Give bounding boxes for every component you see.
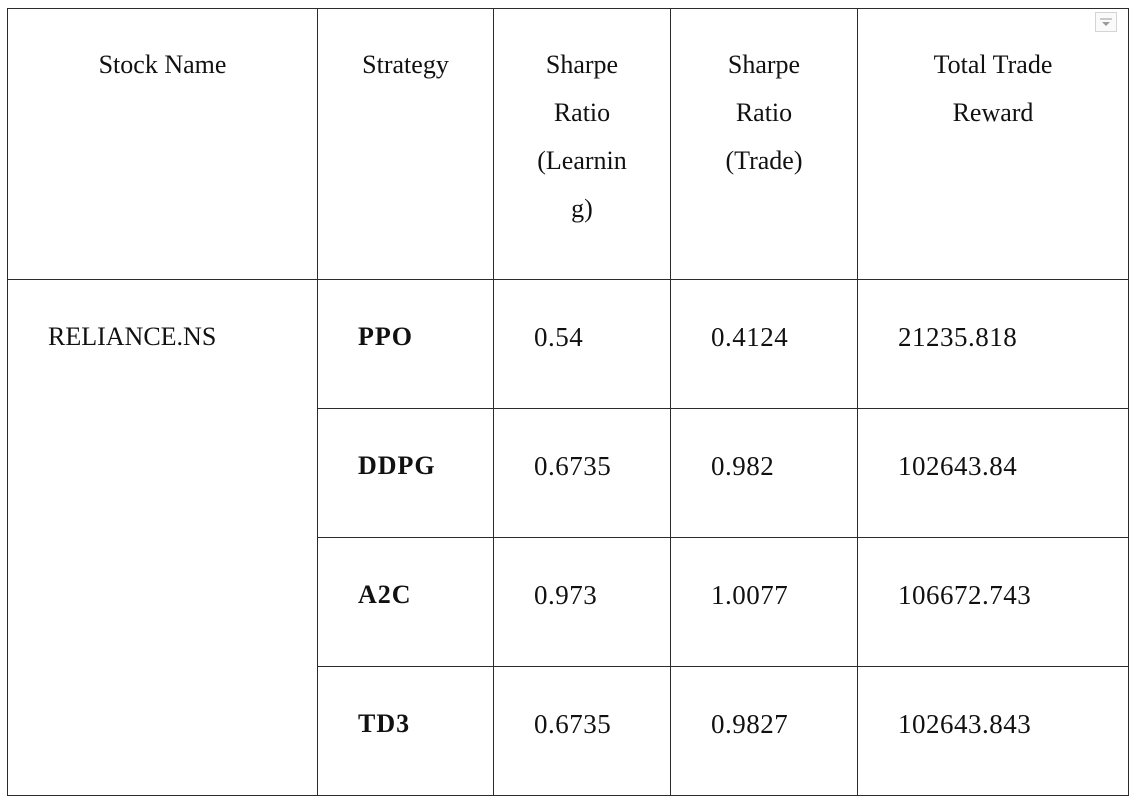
- total-reward-value: 102643.843: [898, 709, 1032, 739]
- header-total-reward: Total Trade Reward: [857, 8, 1129, 280]
- total-reward-cell: 102643.84: [857, 408, 1129, 538]
- header-sharpe-learning-line1: Sharpe: [545, 50, 619, 79]
- sharpe-trade-value: 0.4124: [711, 322, 789, 352]
- header-sharpe-trade-line2: Ratio: [735, 98, 793, 127]
- total-reward-value: 102643.84: [898, 451, 1018, 481]
- strategy-cell: PPO: [317, 279, 494, 409]
- header-sharpe-learning-line4: g): [571, 194, 593, 223]
- strategy-value: PPO: [358, 322, 413, 351]
- header-stock-name: Stock Name: [7, 8, 318, 280]
- total-reward-value: 106672.743: [898, 580, 1032, 610]
- table-row: TD3 0.6735 0.9827 102643.843: [8, 666, 1129, 796]
- stock-name-cell: RELIANCE.NS: [7, 279, 318, 796]
- header-total-reward-line1: Total Trade: [933, 50, 1053, 79]
- table-options-button[interactable]: [1095, 12, 1117, 32]
- header-sharpe-learning-line2: Ratio: [553, 98, 611, 127]
- results-table: Stock Name Strategy Sharpe Ratio (Learni…: [7, 8, 1129, 796]
- strategy-value: TD3: [358, 709, 411, 738]
- header-sharpe-trade-line3: (Trade): [725, 146, 803, 175]
- header-sharpe-trade: Sharpe Ratio (Trade): [670, 8, 858, 280]
- strategy-cell: DDPG: [317, 408, 494, 538]
- strategy-value: A2C: [358, 580, 412, 609]
- sharpe-trade-cell: 0.4124: [670, 279, 858, 409]
- header-strategy: Strategy: [317, 8, 494, 280]
- sharpe-learning-cell: 0.54: [493, 279, 671, 409]
- total-reward-cell: 102643.843: [857, 666, 1129, 796]
- strategy-cell: TD3: [317, 666, 494, 796]
- header-total-reward-line2: Reward: [952, 98, 1034, 127]
- sharpe-learning-cell: 0.6735: [493, 666, 671, 796]
- sharpe-trade-cell: 0.9827: [670, 666, 858, 796]
- total-reward-cell: 106672.743: [857, 537, 1129, 667]
- total-reward-cell: 21235.818: [857, 279, 1129, 409]
- header-sharpe-trade-line1: Sharpe: [727, 50, 801, 79]
- sharpe-learning-cell: 0.973: [493, 537, 671, 667]
- sharpe-learning-value: 0.973: [534, 580, 598, 610]
- total-reward-value: 21235.818: [898, 322, 1018, 352]
- sharpe-learning-cell: 0.6735: [493, 408, 671, 538]
- chevron-down-icon: [1100, 18, 1112, 26]
- sharpe-trade-cell: 1.0077: [670, 537, 858, 667]
- header-strategy-label: Strategy: [362, 50, 449, 79]
- sharpe-trade-value: 0.9827: [711, 709, 789, 739]
- sharpe-learning-value: 0.6735: [534, 451, 612, 481]
- table-row: A2C 0.973 1.0077 106672.743: [8, 537, 1129, 667]
- sharpe-trade-cell: 0.982: [670, 408, 858, 538]
- strategy-cell: A2C: [317, 537, 494, 667]
- sharpe-learning-value: 0.6735: [534, 709, 612, 739]
- sharpe-learning-value: 0.54: [534, 322, 584, 352]
- sharpe-trade-value: 1.0077: [711, 580, 789, 610]
- header-sharpe-learning: Sharpe Ratio (Learnin g): [493, 8, 671, 280]
- header-stock-name-label: Stock Name: [98, 50, 227, 79]
- table-row: RELIANCE.NS PPO 0.54 0.4124 21235.818: [7, 279, 1129, 796]
- sharpe-trade-value: 0.982: [711, 451, 775, 481]
- stock-name-value: RELIANCE.NS: [48, 322, 217, 351]
- header-sharpe-learning-line3: (Learnin: [537, 146, 627, 175]
- header-row: Stock Name Strategy Sharpe Ratio (Learni…: [7, 8, 1129, 280]
- strategy-value: DDPG: [358, 451, 436, 480]
